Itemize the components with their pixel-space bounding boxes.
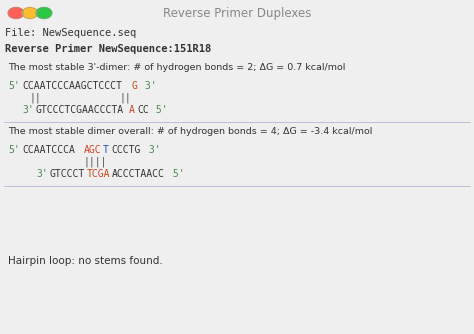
Text: CCAATCCCA: CCAATCCCA [22,145,75,155]
Text: File: NewSequence.seq: File: NewSequence.seq [5,28,136,38]
Text: AGC: AGC [84,145,101,155]
Text: T: T [103,145,109,155]
Text: 5': 5' [150,105,168,115]
Text: CC: CC [137,105,149,115]
Text: ||: || [119,93,131,103]
Text: GTCCCT: GTCCCT [50,169,85,179]
Text: CCCTG: CCCTG [111,145,140,155]
Text: 3': 3' [36,169,48,179]
Text: TCGA: TCGA [87,169,110,179]
Text: ACCCTAACC: ACCCTAACC [112,169,165,179]
Text: ||||: |||| [84,157,108,167]
Text: 3': 3' [143,145,161,155]
Text: The most stable 3'-dimer: # of hydrogen bonds = 2; ΔG = 0.7 kcal/mol: The most stable 3'-dimer: # of hydrogen … [8,63,346,72]
Text: CCAATCCCAAGCTCCCT: CCAATCCCAAGCTCCCT [22,81,122,91]
Text: 3': 3' [139,81,156,91]
Text: GTCCCTCGAACCCTA: GTCCCTCGAACCCTA [36,105,124,115]
Text: A: A [129,105,135,115]
Text: G: G [131,81,137,91]
Text: Hairpin loop: no stems found.: Hairpin loop: no stems found. [8,256,163,266]
Text: ||: || [29,93,41,103]
Text: 3': 3' [22,105,34,115]
Text: Reverse Primer Duplexes: Reverse Primer Duplexes [163,6,311,19]
Text: 5': 5' [167,169,185,179]
Text: Reverse Primer NewSequence:151R18: Reverse Primer NewSequence:151R18 [5,44,211,54]
Text: 5': 5' [8,81,20,91]
Text: The most stable dimer overall: # of hydrogen bonds = 4; ΔG = -3.4 kcal/mol: The most stable dimer overall: # of hydr… [8,128,373,137]
Text: 5': 5' [8,145,20,155]
